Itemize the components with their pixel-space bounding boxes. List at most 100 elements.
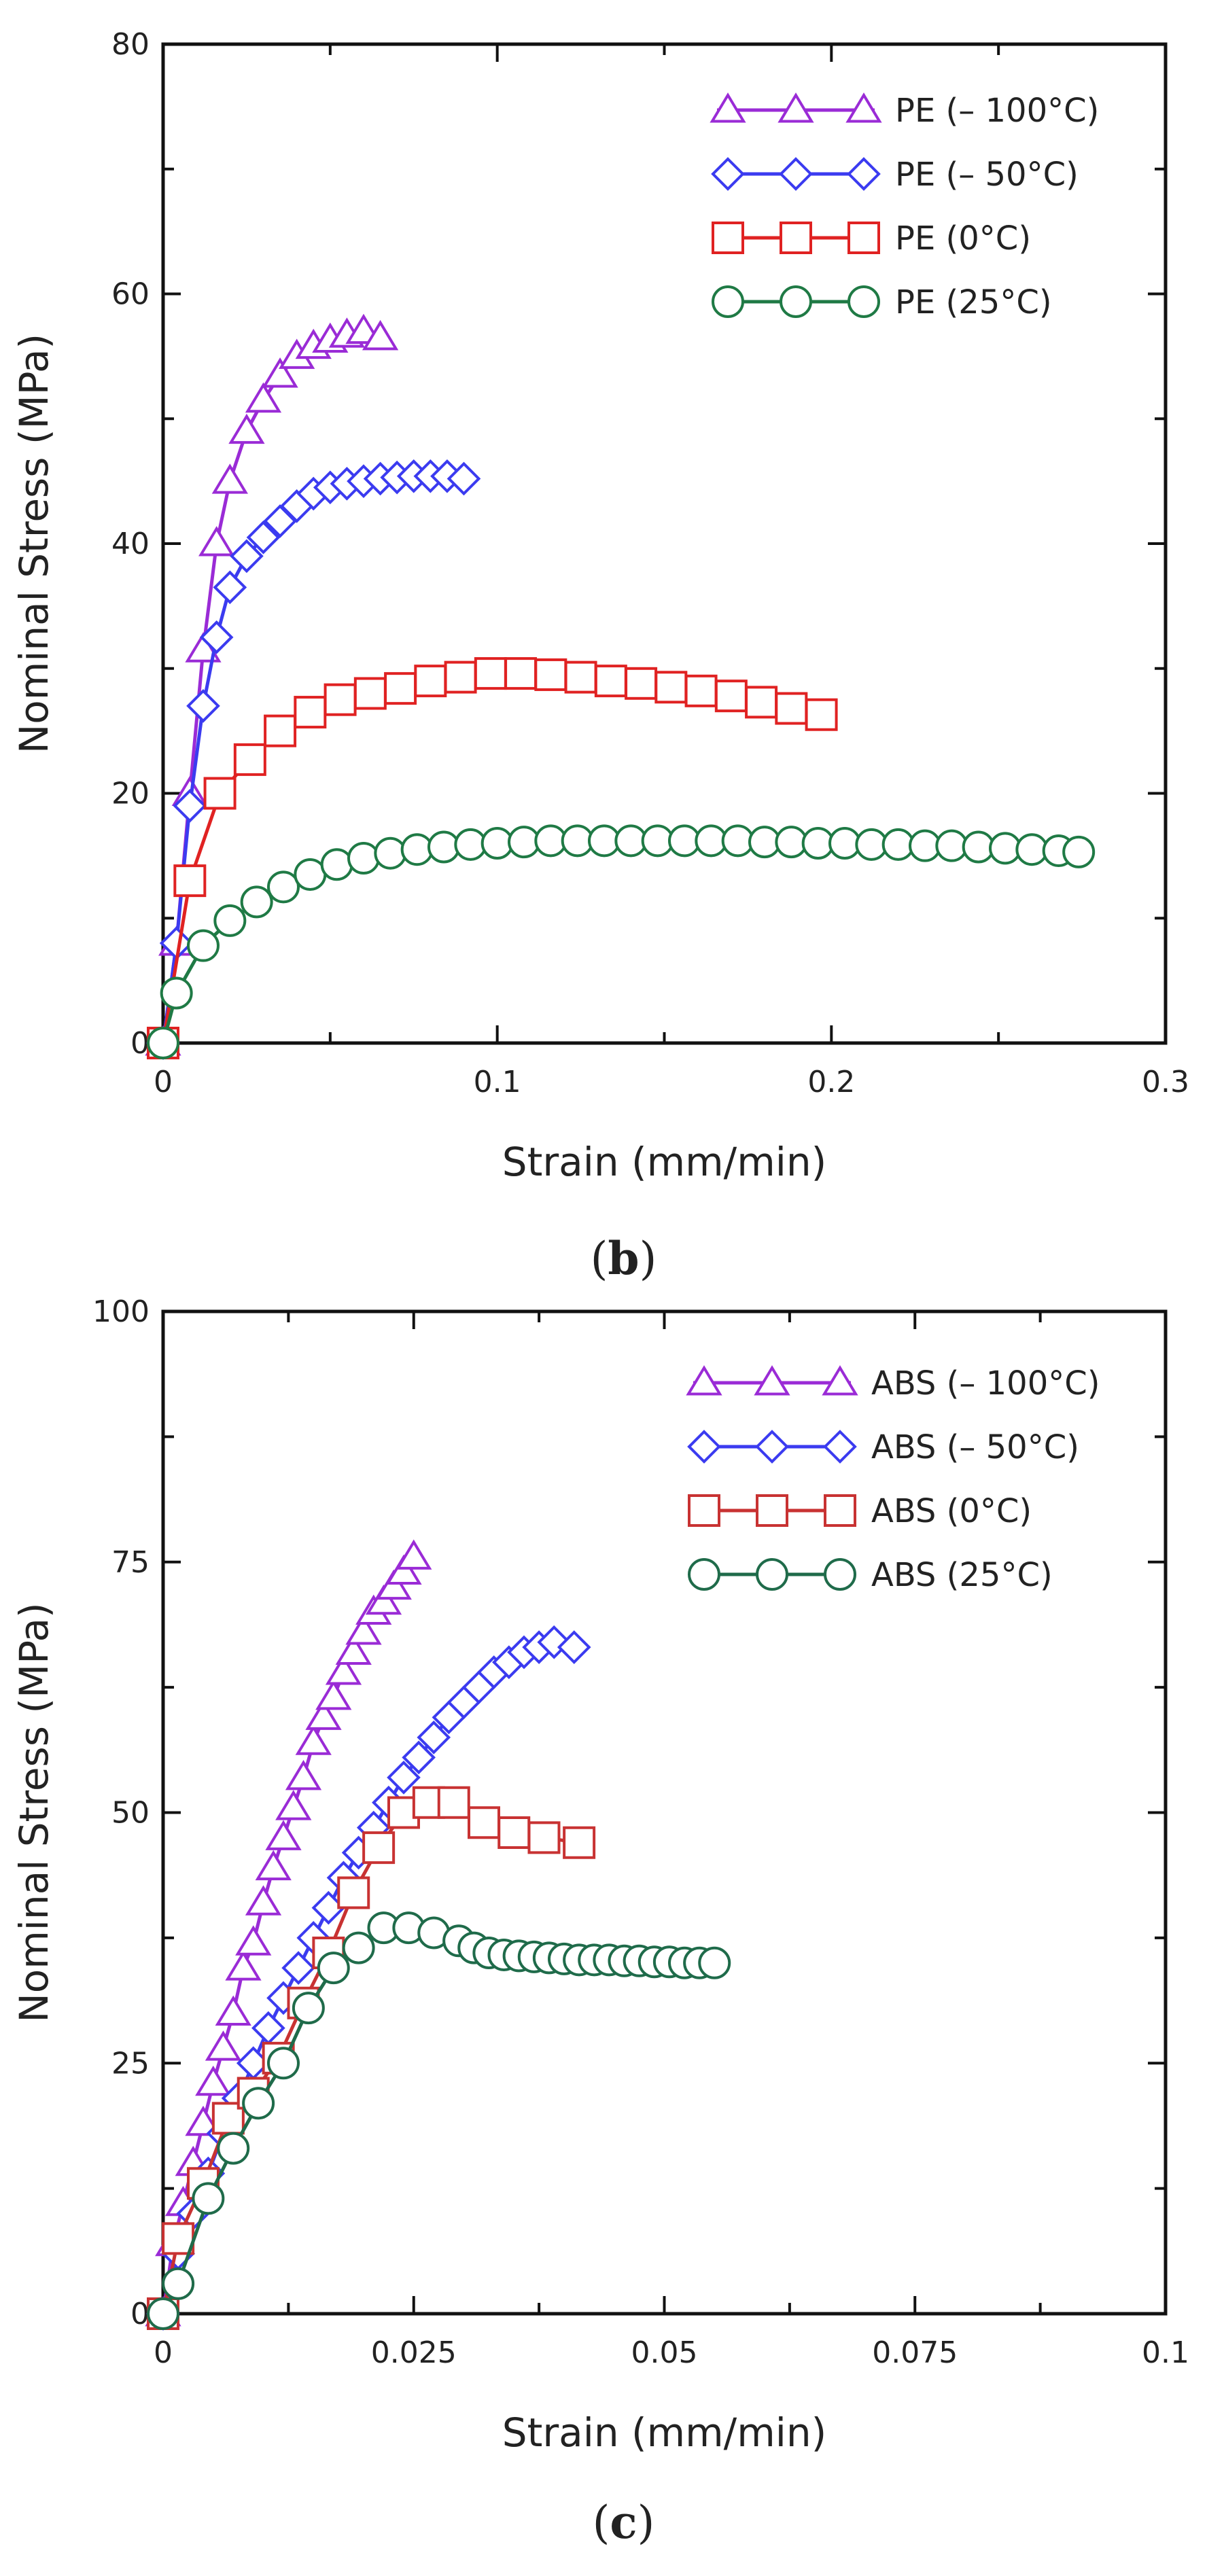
y-tick-label: 20 (111, 777, 150, 811)
y-tick-label: 50 (111, 1796, 150, 1831)
legend-entry-label: PE (0°C) (895, 219, 1031, 258)
y-tick-label: 80 (111, 27, 150, 62)
data-point (267, 870, 300, 904)
panel-label-open-paren: ( (591, 1233, 608, 1285)
legend: ABS (– 100°C) ABS (– 50°C) ABS (0°C) ABS (2… (686, 1364, 1100, 1594)
data-point (347, 842, 380, 875)
legend-marker (710, 92, 746, 123)
legend-marker (777, 92, 814, 123)
data-point (396, 1539, 432, 1570)
legend-entry-label: ABS (0°C) (871, 1492, 1032, 1530)
data-point (173, 789, 207, 823)
data-point (684, 674, 718, 707)
legend-marker (711, 157, 745, 191)
data-point (320, 848, 353, 881)
series-2 (147, 657, 838, 1059)
data-point (362, 1831, 396, 1865)
data-point (427, 830, 460, 864)
data-point (242, 2087, 275, 2120)
y-axis-label: Nominal Stress (MPa) (11, 334, 57, 754)
legend-entry-label: PE (– 50°C) (895, 156, 1079, 194)
data-point (245, 382, 282, 413)
panel-label: (b) (591, 1232, 657, 1285)
data-point (235, 1925, 272, 1956)
data-point (187, 929, 220, 962)
data-point (195, 2065, 232, 2096)
legend-marker (845, 92, 882, 123)
legend-entry-label: PE (25°C) (895, 283, 1052, 321)
data-point (805, 698, 838, 731)
data-point (198, 526, 235, 557)
data-point (468, 1806, 500, 1839)
panel-label: (c) (593, 2496, 655, 2549)
legend-marker (688, 1558, 720, 1591)
data-point (215, 1995, 251, 2026)
x-tick-label: 0.3 (1142, 1065, 1189, 1099)
data-point (557, 1630, 591, 1664)
data-point (173, 864, 207, 898)
data-point (563, 1826, 596, 1859)
data-point (213, 904, 247, 937)
data-point (447, 461, 481, 496)
series-3 (147, 1911, 731, 2330)
data-point (881, 828, 915, 861)
data-point (374, 836, 407, 870)
legend-marker (847, 157, 881, 191)
data-point (497, 1816, 531, 1849)
data-point (281, 1951, 315, 1985)
data-point (385, 1554, 422, 1585)
data-point (264, 714, 297, 747)
data-point (245, 1885, 282, 1916)
data-point (474, 657, 507, 690)
data-point (335, 1634, 372, 1665)
data-point (935, 829, 968, 862)
data-point (228, 413, 265, 444)
panel-label-close-paren: ) (640, 1233, 657, 1285)
data-point (414, 665, 447, 698)
data-point (365, 1584, 402, 1615)
data-point (989, 832, 1021, 865)
data-point (534, 658, 567, 691)
panel-label-close-paren: ) (637, 2496, 655, 2549)
data-point (745, 686, 778, 719)
data-point (362, 319, 399, 351)
data-point (444, 660, 477, 694)
data-point (962, 830, 995, 864)
data-point (1062, 835, 1096, 868)
data-point (480, 827, 514, 860)
x-tick-label: 0.1 (474, 1065, 521, 1099)
data-point (400, 833, 434, 866)
data-point (387, 1761, 421, 1795)
data-point (240, 885, 273, 919)
data-point (721, 824, 754, 858)
x-tick-label: 0 (154, 1065, 173, 1099)
y-tick-label: 25 (111, 2046, 150, 2081)
data-point (294, 696, 327, 729)
series-1 (146, 459, 481, 1060)
data-point (714, 680, 748, 713)
data-point (230, 539, 264, 574)
data-point (199, 620, 234, 654)
data-point (246, 520, 281, 554)
data-point (775, 692, 808, 725)
data-point (698, 1946, 731, 1979)
legend-marker (756, 1494, 788, 1527)
data-point (437, 1786, 470, 1819)
data-point (213, 570, 247, 605)
data-point (211, 463, 248, 494)
data-point (345, 1615, 382, 1645)
legend-marker (780, 285, 812, 318)
data-point (1015, 833, 1049, 866)
data-point (203, 777, 237, 810)
y-tick-label: 100 (92, 1294, 150, 1329)
data-point (402, 1740, 436, 1775)
data-point (384, 672, 417, 705)
data-point (217, 2132, 250, 2165)
data-point (192, 2182, 225, 2215)
data-point (315, 1679, 352, 1710)
legend-entry-label: PE (– 100°C) (895, 92, 1099, 130)
x-tick-label: 0.05 (631, 2335, 698, 2370)
